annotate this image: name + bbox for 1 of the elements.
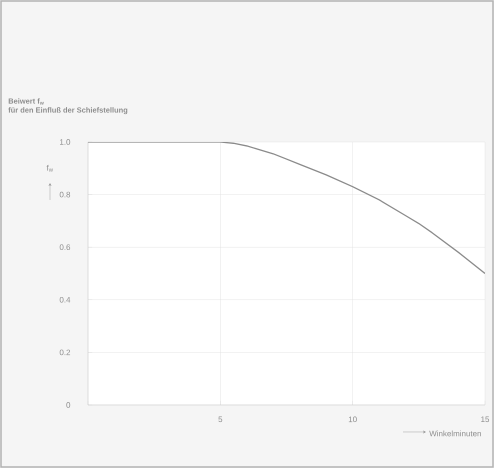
line-series [88, 142, 486, 274]
